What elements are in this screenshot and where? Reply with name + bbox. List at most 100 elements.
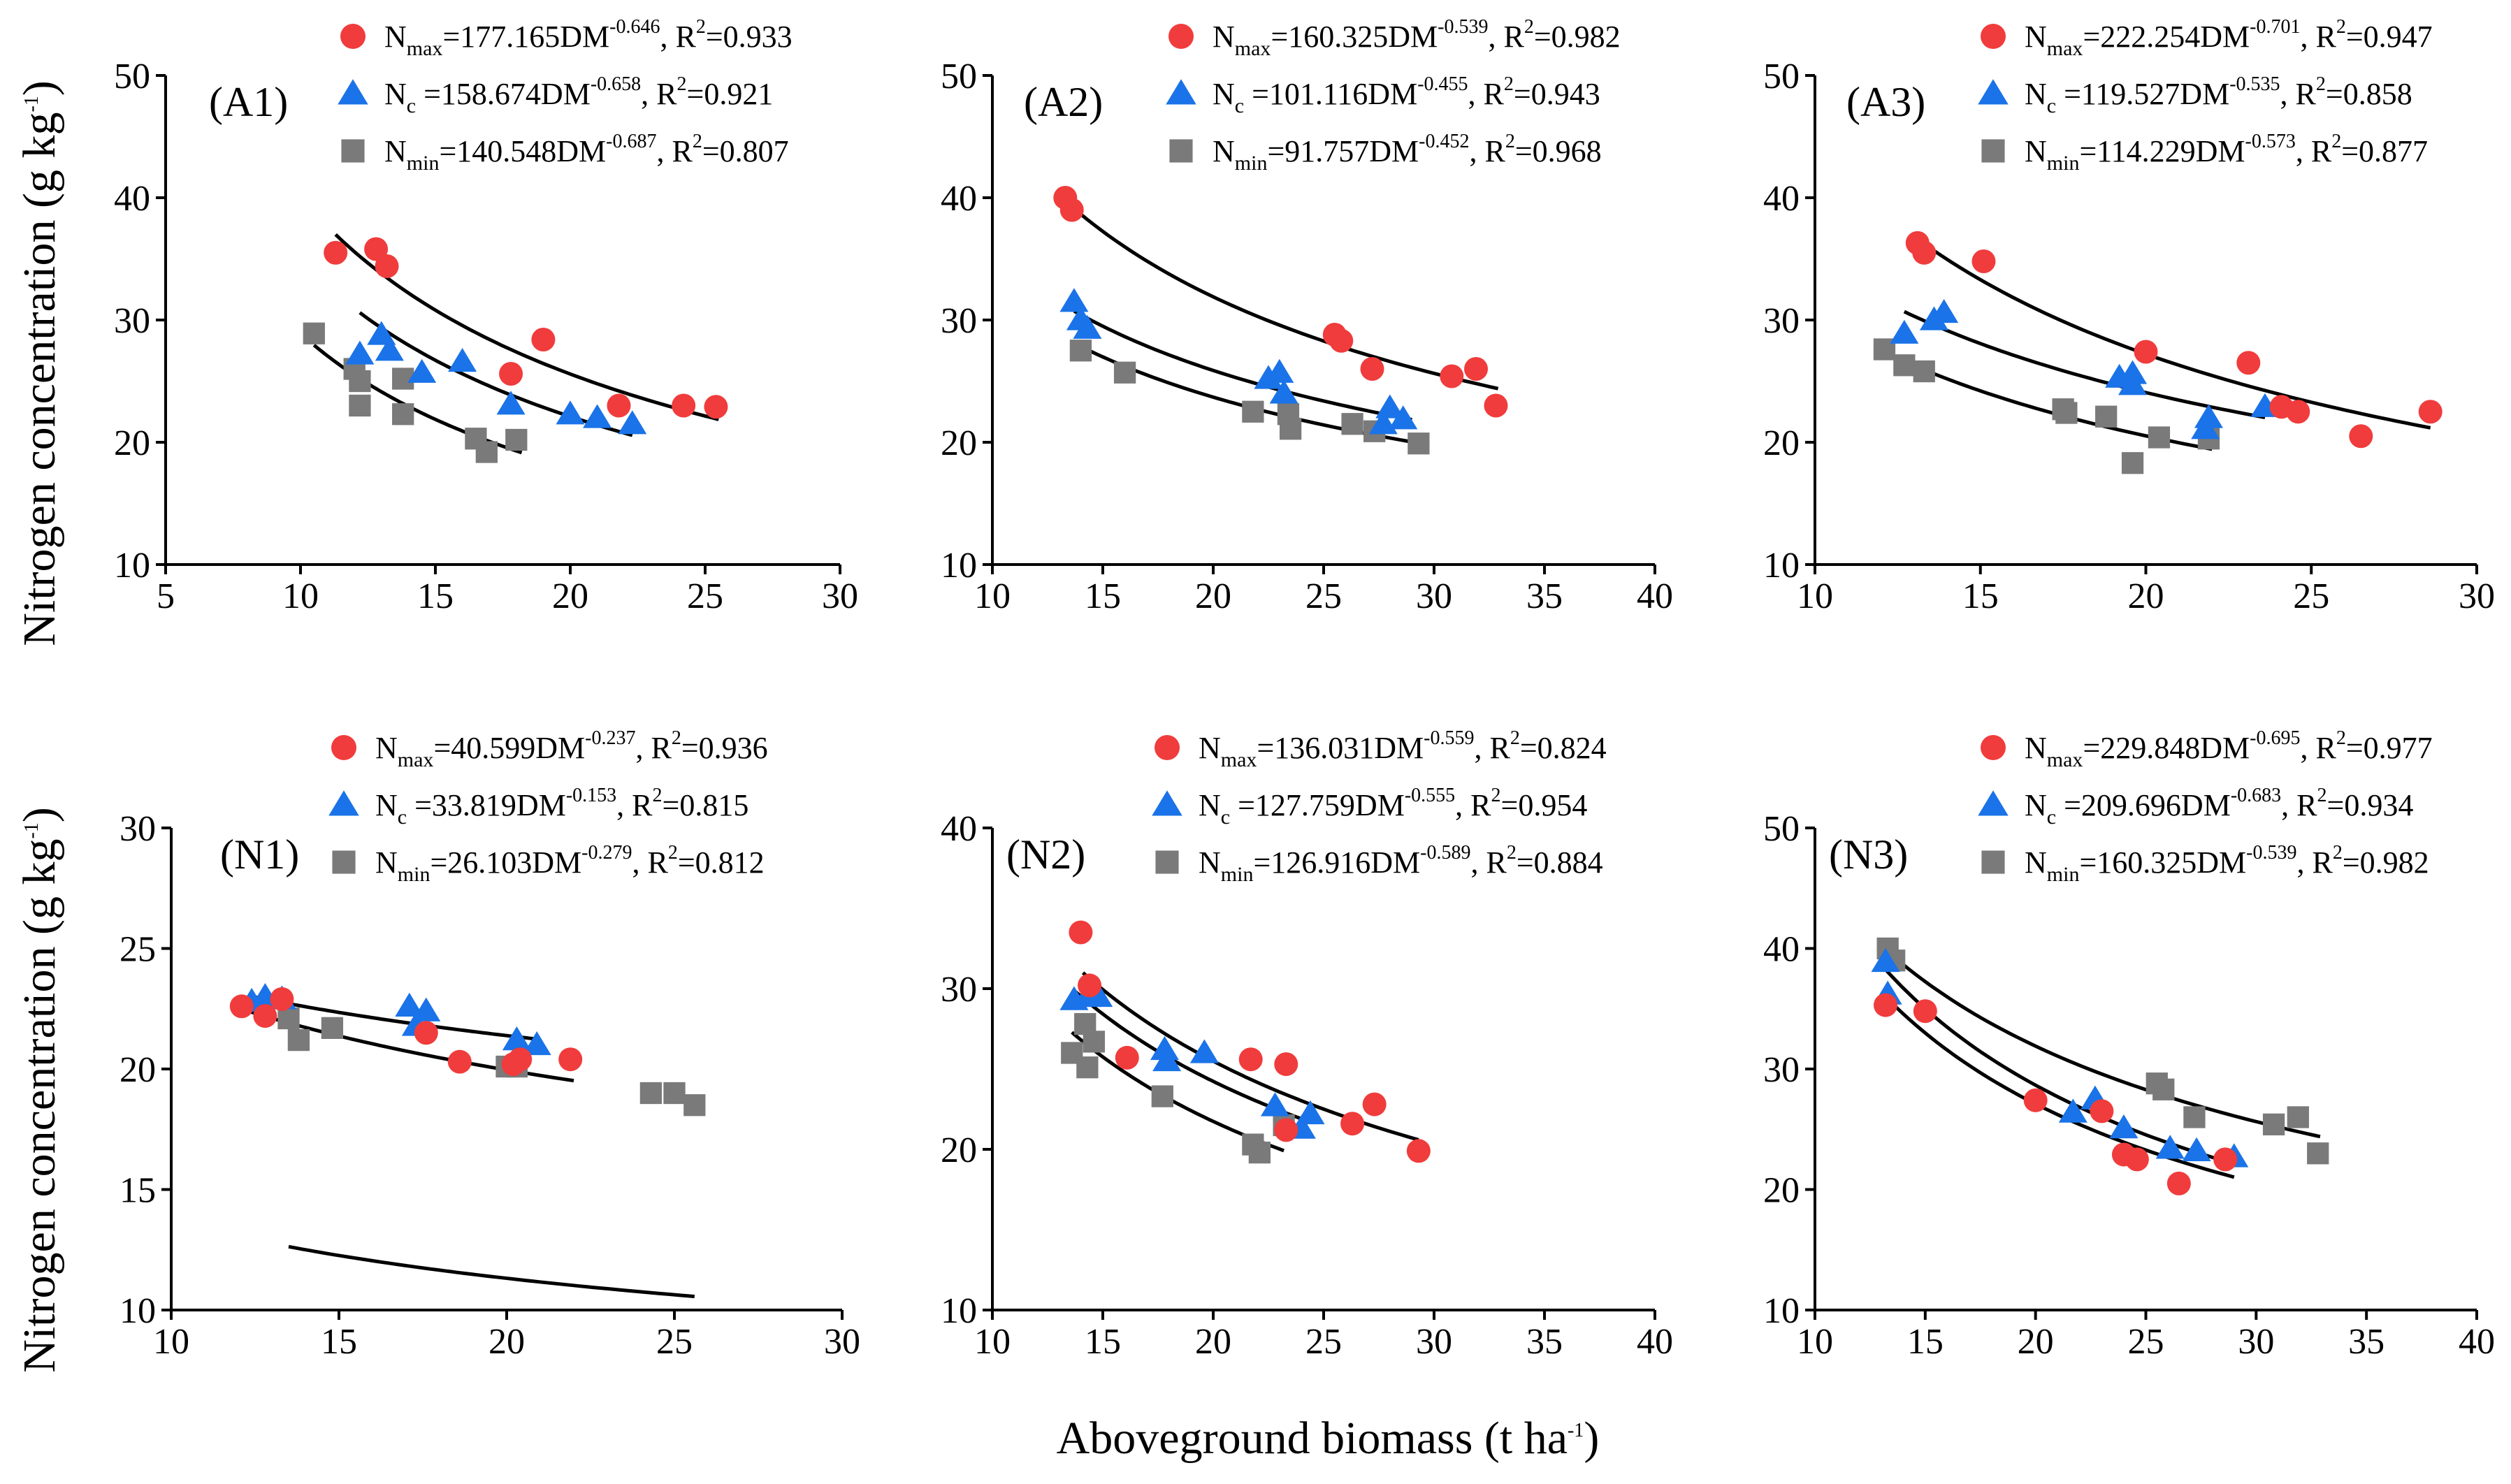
data-point-c <box>448 347 477 372</box>
data-point-max <box>1484 393 1508 418</box>
legend: Nmax=40.599DM-0.237, R2=0.936 Nc =33.819D… <box>328 727 768 886</box>
panel-label: (N3) <box>1829 831 1908 878</box>
data-point-c <box>412 997 441 1021</box>
data-point-max <box>1971 249 1996 273</box>
y-tick-label: 20 <box>941 423 977 463</box>
panel-label: (N1) <box>220 831 299 878</box>
data-point-max <box>2023 1088 2048 1112</box>
data-point-max <box>1329 328 1354 353</box>
data-point-max <box>704 395 728 419</box>
data-point-min <box>1341 413 1363 435</box>
x-tick-label: 15 <box>321 1322 357 1362</box>
x-tick-label: 30 <box>824 1322 860 1362</box>
data-point-min <box>2183 1106 2206 1128</box>
legend-label-max: Nmax=160.325DM-0.539, R2=0.982 <box>1213 16 1621 60</box>
data-point-max <box>1874 993 1898 1017</box>
data-point-c <box>1260 1092 1290 1116</box>
fit-curve-c <box>1903 310 2266 419</box>
data-point-max <box>1912 240 1937 265</box>
data-point-min <box>1113 361 1136 384</box>
x-tick-label: 40 <box>2459 1322 2495 1362</box>
panel-a1: 5 10 15 20 25 301020304050(A1)Nmax=177.165DM-… <box>114 16 858 616</box>
legend-entry-min: Nmin=140.548DM-0.687, R2=0.807 <box>341 131 789 175</box>
legend: Nmax=160.325DM-0.539, R2=0.982 Nc =101.11… <box>1166 16 1621 175</box>
legend-entry-c: Nc =158.674DM-0.658, R2=0.921 <box>338 73 773 117</box>
legend: Nmax=222.254DM-0.701, R2=0.947 Nc =119.52… <box>1978 16 2433 175</box>
data-point-max <box>558 1047 583 1072</box>
legend-entry-max: Nmax=136.031DM-0.559, R2=0.824 <box>1155 727 1607 771</box>
data-point-c <box>1189 1039 1219 1063</box>
data-point-min <box>1913 360 1935 383</box>
y-tick-label: 30 <box>114 301 150 341</box>
data-point-c <box>2118 371 2148 395</box>
x-tick-label: 25 <box>2128 1322 2164 1362</box>
y-tick-label: 30 <box>120 809 156 849</box>
x-tick-label: 30 <box>1416 1322 1452 1362</box>
x-tick-label: 40 <box>1637 1322 1673 1362</box>
legend-entry-c: Nc =101.116DM-0.455, R2=0.943 <box>1166 73 1600 117</box>
y-tick-label: 40 <box>1763 930 1800 970</box>
legend-marker-max <box>340 24 366 49</box>
legend: Nmax=229.848DM-0.695, R2=0.977 Nc =209.69… <box>1978 727 2433 886</box>
x-tick-label: 25 <box>2293 576 2329 616</box>
legend-label-c: Nc =33.819DM-0.153, R2=0.815 <box>375 785 748 829</box>
legend-marker-max <box>1155 735 1180 760</box>
data-point-max <box>508 1047 533 1072</box>
panels-layer: 5 10 15 20 25 301020304050(A1)Nmax=177.165DM-… <box>114 16 2495 1362</box>
data-point-max <box>2236 351 2261 375</box>
legend-marker-min <box>1155 850 1179 874</box>
y-tick-label: 40 <box>1763 179 1800 219</box>
x-tick-label: 15 <box>417 576 454 616</box>
data-point-c <box>1269 379 1298 404</box>
legend-marker-c <box>328 790 359 816</box>
fit-curve-min <box>1886 950 2321 1139</box>
x-tick-label: 10 <box>153 1322 189 1362</box>
data-point-max <box>1069 920 1093 945</box>
fit-curve-max <box>1064 199 1499 391</box>
x-tick-label: 10 <box>1797 576 1833 616</box>
y-tick-label: 10 <box>941 1291 977 1331</box>
y-axis-title-top: Nitrogen concentration (g kg-1) <box>14 80 65 646</box>
data-point-c <box>618 410 647 435</box>
data-point-min <box>683 1094 706 1116</box>
legend-entry-min: Nmin=126.916DM-0.589, R2=0.884 <box>1155 842 1603 886</box>
panel-a3: 10 15 20 25 30 10 20 30 40 50 (A3) Nmax=222.254DM-0… <box>1763 16 2495 616</box>
legend-marker-c <box>1978 790 2009 816</box>
x-tick-label: 30 <box>1416 576 1452 616</box>
y-tick-label: 50 <box>1763 57 1800 96</box>
y-axis-title-bottom: Nitrogen concentration (g kg-1) <box>14 807 65 1373</box>
data-point-c <box>1059 288 1089 312</box>
data-point-max <box>1274 1052 1298 1077</box>
data-point-min <box>1893 354 1916 377</box>
legend-label-min: Nmin=91.757DM-0.452, R2=0.968 <box>1213 131 1602 175</box>
x-tick-label: 40 <box>1637 576 1673 616</box>
data-point-c <box>1890 319 1919 344</box>
data-point-max <box>531 328 556 351</box>
data-point-c <box>375 337 404 361</box>
legend-entry-c: Nc =127.759DM-0.555, R2=0.954 <box>1152 785 1587 829</box>
y-tick-label: 20 <box>1763 1171 1800 1211</box>
fit-curve-min <box>288 1244 695 1299</box>
data-point-max <box>253 1004 277 1028</box>
data-point-max <box>1238 1047 1263 1072</box>
legend-marker-c <box>1978 79 2009 105</box>
data-point-min <box>277 1007 300 1030</box>
fit-curve-c <box>1884 995 2235 1179</box>
data-point-c <box>1871 947 1900 973</box>
y-tick-label: 20 <box>114 423 150 463</box>
y-tick-label: 20 <box>120 1050 156 1090</box>
data-point-max <box>1913 999 1937 1024</box>
data-point-c <box>2194 404 2223 428</box>
legend-label-c: Nc =119.527DM-0.535, R2=0.858 <box>2025 73 2412 117</box>
data-point-max <box>2418 400 2443 424</box>
legend-label-c: Nc =158.674DM-0.658, R2=0.921 <box>384 73 773 117</box>
legend-marker-max <box>1981 24 2006 49</box>
legend-entry-max: Nmax=160.325DM-0.539, R2=0.982 <box>1168 16 1621 60</box>
legend-marker-min <box>1981 850 2005 874</box>
data-point-max <box>1078 973 1102 998</box>
data-point-min <box>663 1082 686 1105</box>
x-tick-label: 15 <box>1085 1322 1121 1362</box>
data-point-min <box>505 428 528 451</box>
y-tick-label: 40 <box>941 179 977 219</box>
legend-entry-c: Nc =119.527DM-0.535, R2=0.858 <box>1978 73 2412 117</box>
